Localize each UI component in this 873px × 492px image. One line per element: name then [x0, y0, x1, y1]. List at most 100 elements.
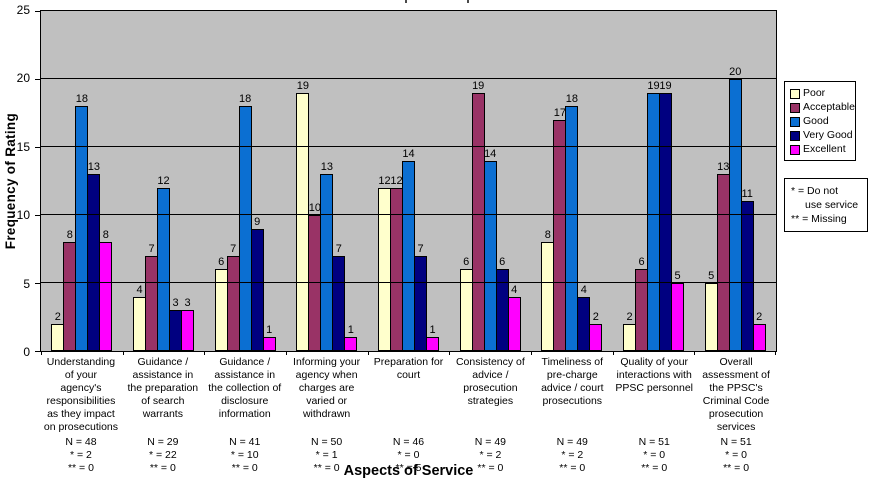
- category-label-line: advice / court: [541, 382, 604, 394]
- bar-value-label: 13: [717, 161, 730, 174]
- bar-value-label: 7: [417, 242, 424, 255]
- bar-value-label: 2: [626, 310, 633, 323]
- legend-label: Good: [803, 115, 829, 127]
- category-label-line: the preparation: [127, 382, 199, 394]
- legend-item-poor: Poor: [790, 88, 851, 99]
- bar-group-3: 6 7 18 9 1: [204, 11, 286, 351]
- bar-value-label: 8: [544, 229, 551, 242]
- poor-swatch-icon: [790, 88, 800, 99]
- category-label-line: warrants: [142, 408, 183, 420]
- category-4: Informing your agency when charges are vari…: [286, 356, 368, 482]
- category-stat-line: N = 51: [638, 436, 670, 448]
- note-line: * = Do not: [791, 185, 838, 197]
- bar-excellent-9: 2: [752, 311, 766, 351]
- bar-value-label: 1: [347, 324, 354, 337]
- y-axis-tick-label-25: 25: [16, 3, 30, 17]
- category-label-line: prosecution: [708, 408, 764, 420]
- gridline-15: [41, 146, 776, 147]
- clipped-title-remnant: [405, 0, 407, 3]
- bar-value-label: 14: [484, 147, 497, 160]
- category-6: Consistency of advice / prosecution strateg…: [449, 356, 531, 482]
- bar-value-label: 19: [472, 79, 485, 92]
- bar-good-5: 14: [402, 148, 416, 351]
- y-axis-tick-0: [35, 350, 41, 352]
- category-stats: N = 29 * = 22 ** = 0: [122, 436, 204, 475]
- category-label-line: disclosure: [221, 395, 269, 407]
- category-stats: N = 41 * = 10 ** = 0: [204, 436, 286, 475]
- note-line: ** = Missing: [791, 213, 847, 225]
- category-stat-line: N = 50: [311, 436, 343, 448]
- category-stats: N = 49 * = 2 ** = 0: [531, 436, 613, 475]
- bar-value-label: 13: [87, 161, 100, 174]
- bar-good-3: 18: [238, 93, 252, 351]
- x-axis-tick-0: [41, 351, 42, 355]
- clipped-title-remnant: [467, 0, 469, 3]
- x-axis-tick-7: [612, 351, 614, 355]
- category-stats: N = 48 * = 2 ** = 0: [40, 436, 122, 475]
- bar-groups: 2 8 18 13 8 4 7 12 3 3 6 7 18 9 1 19 10 13 7 1 12 12 14 7 1 6 19 14…: [41, 11, 776, 351]
- category-stat-line: N = 29: [147, 436, 179, 448]
- bar-excellent-7: 2: [589, 311, 603, 351]
- bar-value-label: 11: [741, 188, 753, 201]
- bar-excellent-3: 1: [262, 324, 276, 351]
- bar-value-label: 6: [218, 256, 225, 269]
- legend-label: Very Good: [803, 129, 853, 141]
- bar-good-6: 14: [483, 148, 497, 351]
- y-axis-tick-labels: 0 5 10 15 20 25: [0, 4, 33, 358]
- x-axis-tick-9: [775, 351, 776, 355]
- category-stat-line: N = 48: [65, 436, 97, 448]
- x-axis-category-labels: Understanding of your agency's responsibili…: [40, 356, 777, 482]
- category-label-line: Quality of your: [620, 356, 689, 368]
- category-5: Preparation for court N = 46 * = 0 ** = 5: [368, 356, 450, 482]
- y-axis-tick-25: [35, 10, 41, 12]
- bar-group-2: 4 7 12 3 3: [123, 11, 205, 351]
- legend-item-good: Good: [790, 116, 851, 127]
- bar-value-label: 4: [580, 283, 587, 296]
- y-axis-tick-label-10: 10: [16, 208, 30, 223]
- category-3: Guidance / assistance in the collection of…: [204, 356, 286, 482]
- x-axis-tick-1: [122, 351, 124, 355]
- category-stats: N = 46 * = 0 ** = 5: [368, 436, 450, 475]
- category-stat-line: * = 0: [725, 449, 748, 461]
- bar-very-good-4: 7: [332, 243, 346, 351]
- y-axis-tick-10: [35, 214, 41, 216]
- bar-group-6: 6 19 14 6 4: [449, 11, 531, 351]
- bar-value-label: 5: [674, 270, 681, 282]
- y-axis-tick-label-5: 5: [23, 276, 30, 291]
- bar-value-label: 9: [254, 215, 261, 228]
- category-label-line: varied or: [306, 395, 348, 407]
- category-9: Overall assessment of the PPSC's Criminal C…: [695, 356, 777, 482]
- category-stat-line: ** = 0: [67, 462, 94, 474]
- category-stat-line: ** = 0: [313, 462, 340, 474]
- category-stat-line: * = 2: [561, 449, 584, 461]
- category-stat-line: * = 0: [397, 449, 420, 461]
- bar-value-label: 17: [553, 106, 566, 119]
- x-axis-tick-3: [285, 351, 287, 355]
- y-axis-tick-label-20: 20: [16, 71, 30, 86]
- bar-very-good-7: 4: [577, 284, 591, 351]
- bar-value-label: 13: [320, 161, 333, 174]
- bar-very-good-3: 9: [250, 216, 264, 351]
- bar-group-7: 8 17 18 4 2: [531, 11, 613, 351]
- bar-good-7: 18: [565, 93, 579, 351]
- category-label-line: court: [396, 369, 421, 381]
- bar-value-label: 1: [429, 324, 436, 337]
- bar-value-label: 18: [239, 93, 252, 106]
- category-label-line: Guidance /: [219, 356, 271, 368]
- category-label-line: assessment of: [702, 369, 770, 381]
- category-stat-line: * = 2: [479, 449, 502, 461]
- note-line: use service: [805, 199, 859, 211]
- bar-group-9: 5 13 20 11 2: [694, 11, 776, 351]
- bar-value-label: 7: [148, 242, 155, 255]
- category-stat-line: N = 41: [229, 436, 261, 448]
- category-label-line: agency when: [295, 369, 358, 381]
- bar-value-label: 7: [230, 242, 237, 255]
- bar-good-2: 12: [157, 175, 170, 351]
- category-label-line: assistance in: [132, 369, 194, 381]
- legend-item-acceptable: Acceptable: [790, 102, 855, 113]
- bar-group-4: 19 10 13 7 1: [286, 11, 368, 351]
- category-label-line: Criminal Code: [702, 395, 770, 407]
- category-label-line: Consistency of: [455, 356, 525, 368]
- bar-value-label: 8: [102, 229, 109, 242]
- gridline-20: [41, 78, 776, 79]
